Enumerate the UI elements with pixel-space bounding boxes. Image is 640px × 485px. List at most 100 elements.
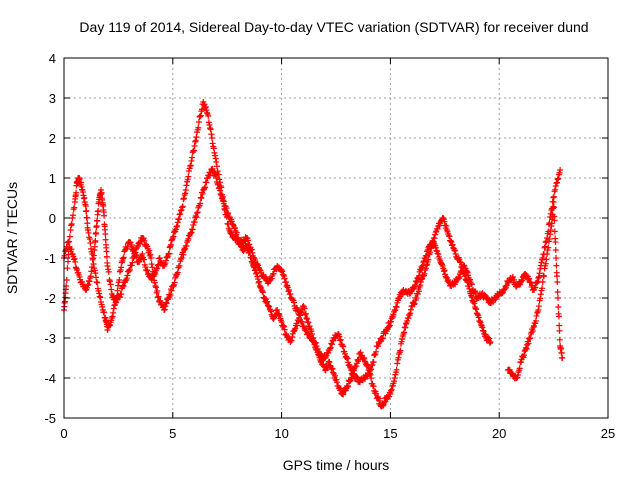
- data-point-track-b: [449, 241, 456, 248]
- data-point-track-b: [537, 295, 544, 302]
- data-point-track-a: [144, 267, 151, 274]
- data-point-track-b: [395, 354, 402, 361]
- data-point-track-a: [471, 288, 478, 295]
- data-point-track-a: [211, 149, 218, 156]
- data-point-track-b: [446, 233, 453, 240]
- data-point-track-b: [394, 360, 401, 367]
- data-point-track-a: [519, 277, 526, 284]
- data-point-track-a: [340, 343, 347, 350]
- data-point-track-a: [396, 295, 403, 301]
- data-point-track-b: [473, 306, 480, 313]
- data-point-track-a: [184, 176, 191, 183]
- data-point-track-b: [125, 268, 132, 275]
- data-point-track-b: [550, 204, 557, 211]
- data-point-track-b: [553, 262, 560, 269]
- data-point-track-b: [280, 322, 287, 329]
- data-point-track-b: [465, 283, 472, 289]
- data-point-track-a: [162, 257, 169, 264]
- data-point-track-a: [187, 163, 194, 169]
- data-point-track-a: [180, 196, 187, 203]
- data-point-track-b: [281, 323, 288, 330]
- data-point-track-a: [192, 138, 199, 145]
- data-point-track-b: [155, 293, 162, 300]
- data-point-track-b: [379, 402, 386, 409]
- data-point-track-b: [434, 225, 441, 232]
- data-point-track-a: [397, 293, 404, 300]
- data-point-track-a: [456, 273, 463, 280]
- data-point-track-b: [110, 292, 117, 299]
- data-point-track-a: [465, 272, 472, 279]
- data-point-track-b: [330, 369, 337, 376]
- data-point-track-a: [67, 227, 74, 233]
- data-point-track-b: [525, 340, 532, 347]
- y-tick-label: -1: [44, 251, 56, 266]
- data-point-track-a: [481, 291, 488, 298]
- data-point-track-a: [193, 134, 200, 141]
- data-point-track-b: [302, 310, 309, 317]
- data-point-track-b: [86, 278, 93, 285]
- x-tick-label: 25: [601, 426, 615, 441]
- data-point-track-a: [118, 264, 125, 271]
- data-point-track-b: [523, 345, 530, 352]
- data-point-track-a: [170, 233, 177, 240]
- data-point-track-b: [194, 209, 201, 216]
- data-point-track-a: [183, 182, 190, 189]
- data-point-track-b: [217, 187, 224, 194]
- data-point-track-b: [302, 311, 309, 318]
- data-point-track-a: [110, 305, 117, 312]
- data-point-track-b: [93, 223, 100, 229]
- data-point-track-b: [361, 355, 368, 361]
- data-point-track-b: [102, 231, 109, 237]
- data-point-track-b: [252, 267, 259, 273]
- data-point-track-a: [202, 103, 209, 110]
- data-point-track-b: [552, 247, 559, 253]
- data-point-track-a: [441, 267, 448, 274]
- data-point-track-b: [543, 256, 550, 263]
- data-point-track-b: [421, 270, 428, 277]
- data-point-track-b: [405, 315, 412, 322]
- data-point-track-a: [536, 270, 543, 277]
- data-point-track-b: [65, 238, 72, 245]
- data-point-track-b: [546, 236, 553, 243]
- data-point-track-b: [556, 322, 563, 329]
- data-point-track-b: [414, 290, 421, 297]
- data-point-track-a: [327, 344, 334, 351]
- data-point-track-b: [182, 246, 189, 253]
- data-point-track-a: [71, 204, 78, 211]
- data-point-track-a: [342, 350, 349, 357]
- data-point-track-b: [506, 366, 513, 373]
- data-point-track-b: [178, 255, 185, 261]
- data-point-track-a: [302, 325, 309, 332]
- data-point-track-a: [555, 175, 562, 182]
- data-point-track-a: [154, 265, 161, 272]
- data-point-track-b: [198, 195, 205, 202]
- data-point-track-a: [552, 183, 559, 189]
- data-point-track-b: [225, 210, 232, 217]
- data-point-track-a: [203, 109, 210, 116]
- data-point-track-b: [311, 341, 318, 348]
- data-point-track-b: [149, 264, 156, 271]
- data-point-track-b: [250, 263, 257, 270]
- data-point-track-b: [418, 276, 425, 283]
- y-tick-label: 3: [49, 91, 56, 106]
- data-point-track-b: [230, 221, 237, 228]
- data-point-track-b: [556, 327, 563, 334]
- data-point-track-a: [215, 171, 222, 178]
- data-point-track-b: [72, 264, 79, 271]
- data-point-track-b: [521, 352, 528, 359]
- data-point-track-b: [313, 347, 320, 353]
- data-point-track-a: [213, 159, 220, 165]
- data-point-track-b: [365, 363, 372, 370]
- data-point-track-b: [141, 237, 148, 244]
- data-point-track-a: [212, 155, 219, 162]
- data-point-track-b: [551, 228, 558, 235]
- data-point-track-a: [499, 289, 506, 296]
- x-tick-label: 5: [169, 426, 176, 441]
- data-point-track-b: [199, 190, 206, 197]
- data-point-track-b: [556, 336, 563, 343]
- data-point-track-b: [447, 238, 454, 245]
- data-point-track-a: [337, 336, 344, 343]
- data-point-track-b: [388, 386, 395, 393]
- data-point-track-a: [177, 210, 184, 217]
